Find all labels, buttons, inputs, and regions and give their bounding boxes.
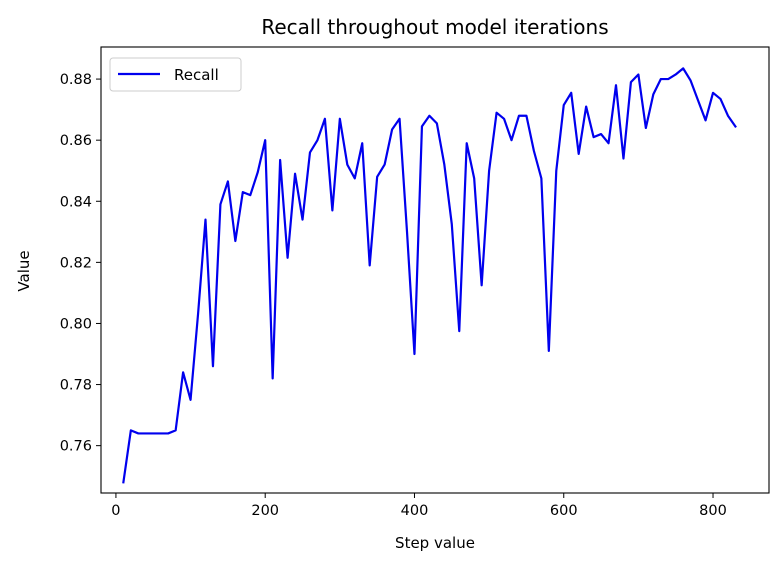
y-tick-label: 0.76 (60, 439, 92, 455)
axes-frame (100, 46, 770, 494)
legend: Recall (109, 57, 242, 92)
x-axis-label: Step value (395, 534, 475, 552)
chart-title: Recall throughout model iterations (261, 15, 608, 39)
plot-area: 0 200 400 600 800 0.76 0.78 0.80 0.82 0.84 0.86 0.8… (60, 46, 770, 519)
y-tick-label: 0.82 (60, 255, 92, 271)
y-tick-label: 0.84 (60, 194, 92, 210)
y-tick-label: 0.86 (60, 133, 92, 149)
series-line-1 (122, 67, 737, 484)
x-tick-label: 0 (111, 503, 120, 519)
x-tick-label: 200 (251, 503, 279, 519)
y-tick-label: 0.78 (60, 378, 92, 394)
legend-box (109, 57, 242, 92)
y-tick-label: 0.80 (60, 316, 92, 332)
y-tick-label: 0.88 (60, 72, 92, 88)
x-tick-label: 600 (550, 503, 578, 519)
y-axis-label: Value (15, 250, 33, 291)
x-tick-label: 800 (699, 503, 727, 519)
legend-label: Recall (174, 66, 219, 84)
x-tick-label: 400 (401, 503, 429, 519)
